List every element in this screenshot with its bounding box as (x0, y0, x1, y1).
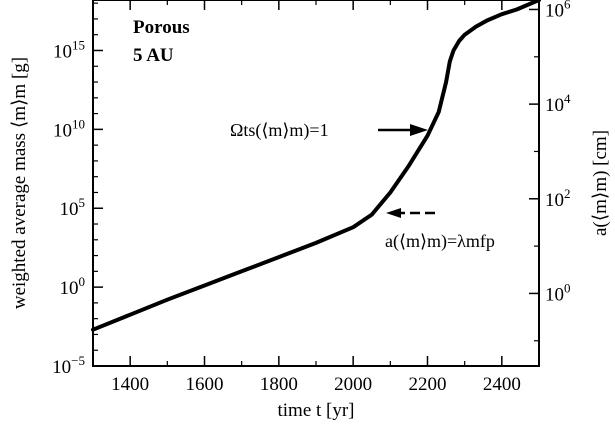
x-tick-label: 1800 (260, 374, 298, 395)
arrow-dashed-head (386, 208, 401, 218)
x-tick-label: 2200 (409, 374, 447, 395)
y-left-tick-label: 1015 (53, 37, 85, 62)
x-tick-label: 1400 (111, 374, 149, 395)
axis-ticks (92, 0, 540, 367)
x-tick-label: 2400 (483, 374, 521, 395)
y-left-tick-label: 100 (60, 274, 86, 299)
y-left-tick-label-base: 10 (53, 41, 72, 62)
y-right-tick-label-base: 10 (545, 0, 564, 21)
y-left-tick-label-exponent: 10 (72, 116, 85, 131)
y-right-tick-label: 100 (545, 280, 571, 305)
y-right-tick-label-base: 10 (545, 190, 564, 211)
y-left-tick-label-exponent: 0 (79, 274, 86, 289)
y-axis-right-title: a(⟨m⟩m) [cm] (590, 130, 611, 236)
y-left-tick-label: 10−5 (52, 353, 85, 378)
tick-labels: 1400 1600 1800 2000 2200 24001015101010510010… (52, 0, 571, 395)
y-right-tick-label-exponent: 6 (564, 0, 571, 11)
y-right-tick-label-exponent: 0 (564, 280, 571, 295)
y-left-tick-label-base: 10 (60, 278, 79, 299)
annotation-arrow-solid (378, 124, 428, 136)
y-right-tick-label-base: 10 (545, 284, 564, 305)
y-axis-left-title: weighted average mass ⟨m⟩m [g] (9, 57, 30, 309)
annotation-arrow-dashed (386, 208, 435, 218)
y-right-tick-label-exponent: 4 (564, 91, 571, 106)
y-left-tick-label: 105 (60, 195, 86, 220)
series-line (91, 0, 541, 332)
y-right-tick-label: 106 (545, 0, 571, 21)
y-right-tick-label-exponent: 2 (564, 186, 571, 201)
x-tick-label: 1600 (186, 374, 224, 395)
y-right-tick-label: 104 (545, 91, 571, 116)
x-tick-label: 2000 (334, 374, 372, 395)
annotation-mean-free-path: a(⟨m⟩m)=λmfp (385, 231, 495, 252)
panel-label-line-1: Porous (133, 17, 190, 38)
y-left-tick-label-base: 10 (60, 199, 79, 220)
y-left-tick-label-base: 10 (52, 357, 71, 378)
y-left-tick-label: 1010 (53, 116, 85, 141)
panel-label: Porous 5 AU (133, 17, 190, 66)
arrow-solid-head (410, 124, 428, 136)
x-axis-title: time t [yr] (277, 400, 354, 421)
y-right-tick-label-base: 10 (545, 95, 564, 116)
y-left-tick-label-exponent: 15 (72, 37, 85, 52)
panel-label-line-2: 5 AU (133, 45, 174, 66)
y-left-tick-label-exponent: 5 (79, 195, 86, 210)
y-left-tick-label-exponent: −5 (71, 353, 85, 368)
y-left-tick-label-base: 10 (53, 120, 72, 141)
y-right-tick-label: 102 (545, 186, 571, 211)
annotation-stopping-time: Ωts(⟨m⟩m)=1 (230, 120, 329, 141)
